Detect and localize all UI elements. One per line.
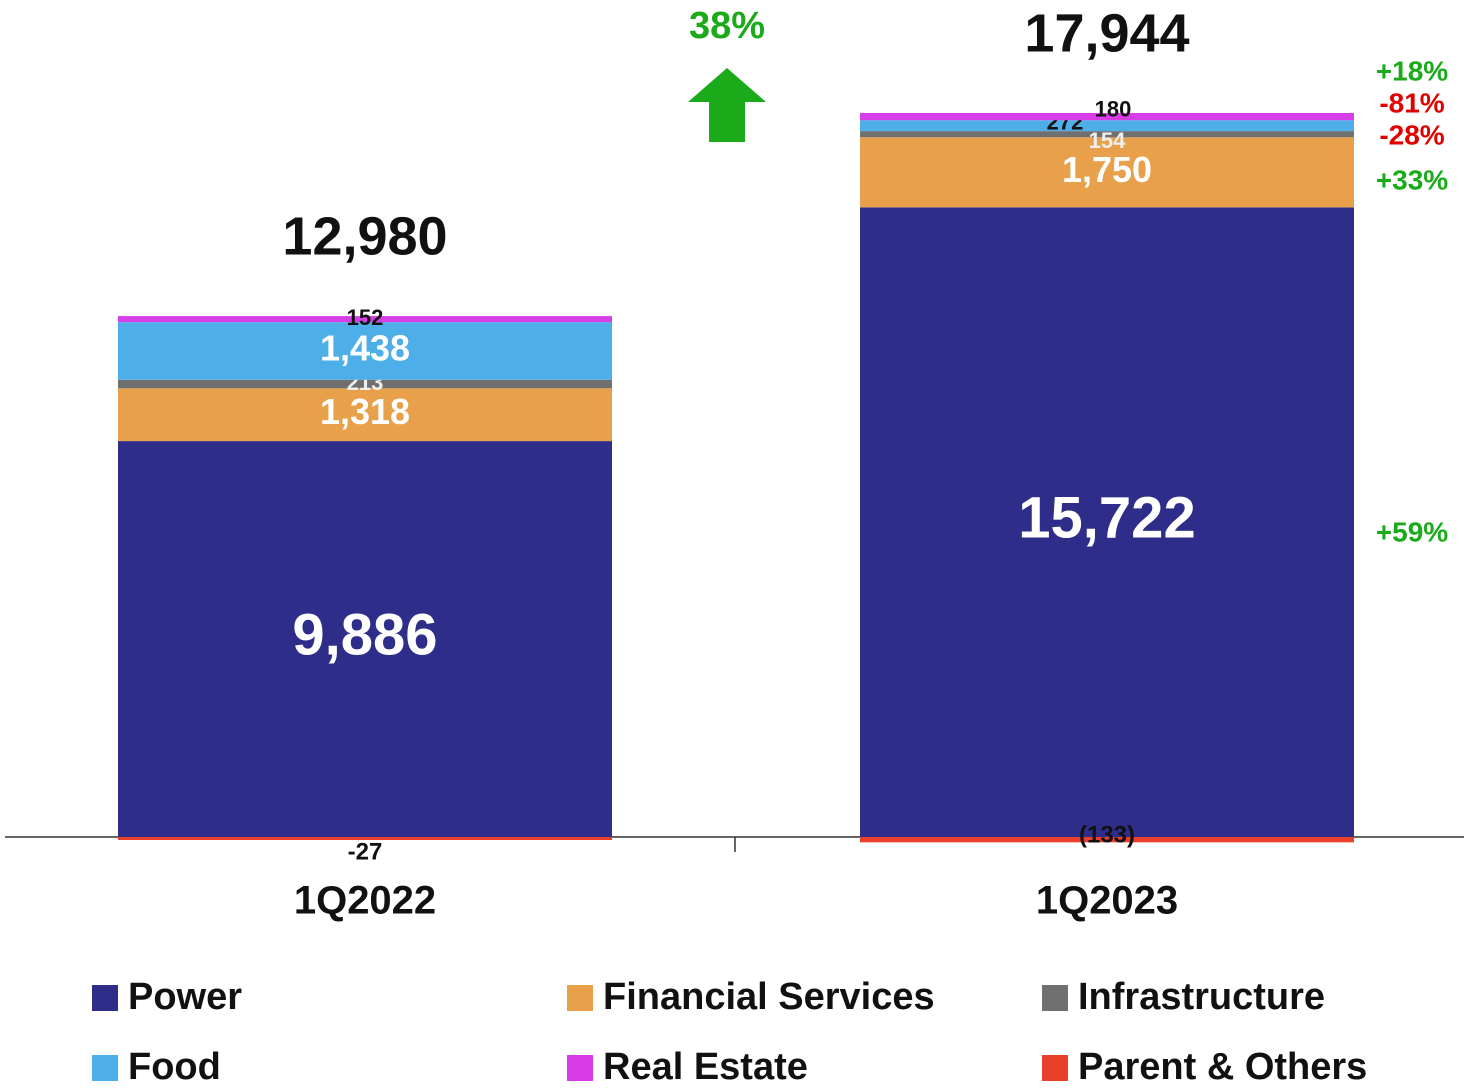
total-label: 12,980: [282, 206, 447, 266]
bar-segment: [860, 113, 1354, 121]
x-tick-label: 1Q2022: [294, 879, 436, 923]
legend-label: Power: [128, 976, 242, 1018]
bar-segment: [118, 388, 612, 442]
legend-label: Food: [128, 1046, 221, 1088]
value-label: -27: [348, 838, 383, 865]
legend-swatch: [92, 1055, 118, 1081]
legend-swatch: [1042, 985, 1068, 1011]
legend-label: Financial Services: [603, 976, 935, 1018]
value-label: 152: [347, 305, 384, 330]
legend-swatch: [567, 985, 593, 1011]
bar-segment: [118, 322, 612, 380]
value-label: 1,750: [1062, 149, 1152, 190]
change-label: +18%: [1376, 55, 1448, 86]
x-tick-label: 1Q2023: [1036, 879, 1178, 923]
change-label: +33%: [1376, 164, 1448, 195]
legend-label: Parent & Others: [1078, 1046, 1367, 1088]
value-label: (133): [1079, 821, 1135, 848]
value-label: 154: [1089, 128, 1126, 153]
bar-segment: [860, 120, 1354, 132]
bar-segment: [860, 131, 1354, 138]
total-label: 17,944: [1024, 3, 1189, 63]
value-label: 1,318: [320, 391, 410, 432]
bar-segment: [860, 207, 1354, 838]
legend-label: Real Estate: [603, 1046, 808, 1088]
bar-segment: [860, 137, 1354, 208]
bar-segment: [118, 441, 612, 837]
value-label: 9,886: [292, 602, 437, 667]
value-label: 1,438: [320, 327, 410, 368]
change-label: -28%: [1379, 119, 1444, 150]
growth-label: 38%: [689, 5, 765, 47]
bar-segment: [118, 316, 612, 323]
bar-segment: [118, 379, 612, 389]
legend-swatch: [1042, 1055, 1068, 1081]
value-label: 15,722: [1018, 486, 1195, 551]
growth-arrow: [688, 68, 766, 142]
bar-segment: [118, 837, 612, 840]
legend-swatch: [567, 1055, 593, 1081]
value-label: 180: [1095, 96, 1132, 121]
legend-swatch: [92, 985, 118, 1011]
legend-label: Infrastructure: [1078, 976, 1325, 1018]
change-label: +59%: [1376, 516, 1448, 547]
bar-segment: [860, 837, 1354, 843]
change-label: -81%: [1379, 87, 1444, 118]
